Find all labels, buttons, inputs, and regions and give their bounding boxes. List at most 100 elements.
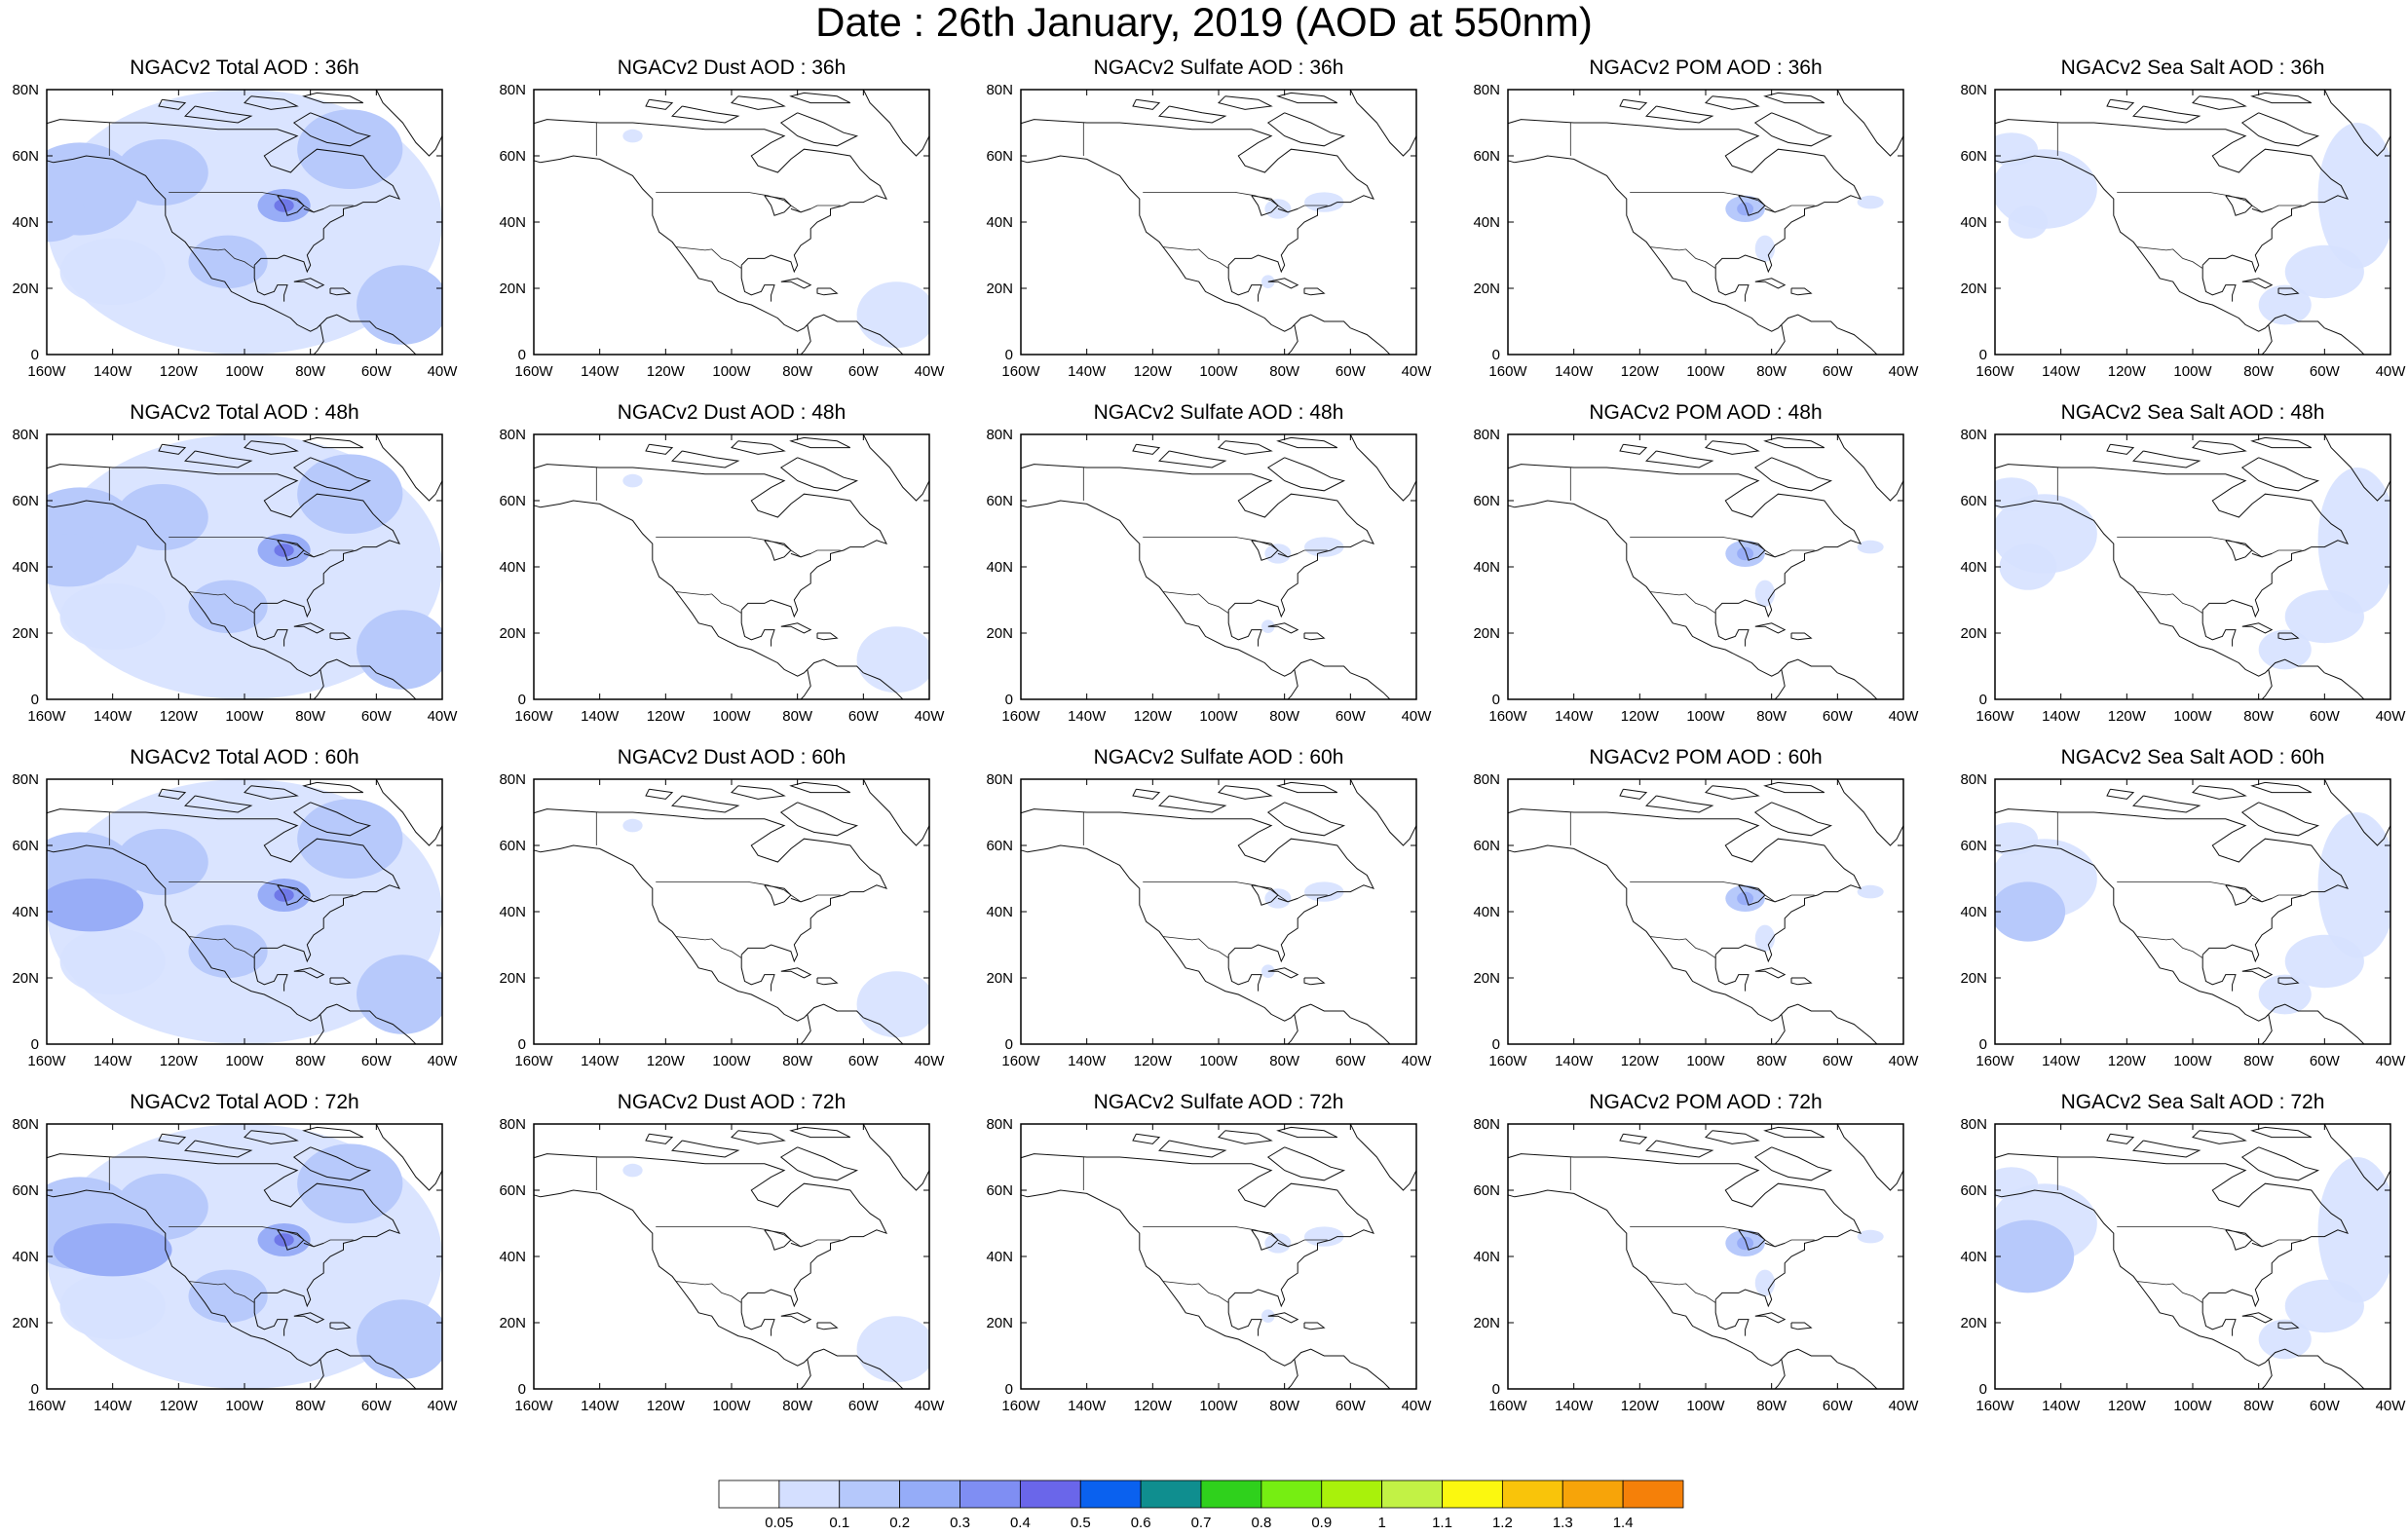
panel-title: NGACv2 Dust AOD : 48h xyxy=(617,401,847,424)
coastline xyxy=(534,155,864,332)
x-tick-label: 100W xyxy=(225,708,264,725)
x-tick-label: 140W xyxy=(1555,1398,1594,1414)
panel-title: NGACv2 POM AOD : 60h xyxy=(1589,746,1823,768)
coastline xyxy=(862,779,929,846)
colorbar-swatch xyxy=(1260,1480,1323,1509)
colorbar-swatch xyxy=(839,1480,901,1509)
colorbar-label: 0.05 xyxy=(765,1515,793,1531)
aod-region xyxy=(622,818,643,833)
colorbar-label: 0.2 xyxy=(889,1515,910,1531)
x-tick-label: 100W xyxy=(2173,1053,2212,1069)
x-tick-label: 40W xyxy=(915,363,946,380)
political-border xyxy=(675,936,742,958)
x-tick-label: 120W xyxy=(1134,363,1173,380)
coastline xyxy=(1021,155,1351,332)
coastline xyxy=(1774,1359,1786,1389)
colorbar-label: 0.9 xyxy=(1311,1515,1332,1531)
panel-title: NGACv2 Total AOD : 48h xyxy=(130,401,359,424)
y-tick-label: 60N xyxy=(12,148,39,165)
x-tick-label: 80W xyxy=(782,363,813,380)
coastline xyxy=(800,1014,811,1044)
y-tick-label: 80N xyxy=(499,427,526,443)
political-border xyxy=(1649,1281,1716,1303)
coastline xyxy=(534,464,887,618)
coastline xyxy=(1287,1359,1298,1389)
x-tick-label: 60W xyxy=(1336,708,1367,725)
coastline xyxy=(764,1229,792,1251)
coastline xyxy=(302,1126,364,1139)
colorbar-swatch xyxy=(778,1480,841,1509)
coastline xyxy=(2241,967,2274,979)
colorbar-label: 0.4 xyxy=(1010,1515,1031,1531)
x-tick-label: 60W xyxy=(361,1053,393,1069)
colorbar-swatch xyxy=(1200,1480,1262,1509)
map-plot: 160W 140W 120W 100W 80W 60W 40W 80N 60N 40N 20N 0 xyxy=(12,82,458,380)
aod-region xyxy=(188,924,268,978)
coastline xyxy=(293,622,325,634)
x-tick-label: 80W xyxy=(1269,1053,1300,1069)
y-tick-label: 40N xyxy=(1960,214,1987,231)
x-tick-label: 80W xyxy=(782,708,813,725)
coastline xyxy=(1754,278,1787,289)
x-tick-label: 40W xyxy=(428,708,459,725)
colorbar-swatch xyxy=(959,1480,1021,1509)
x-tick-label: 80W xyxy=(782,1053,813,1069)
coastline xyxy=(1508,1153,1862,1308)
x-tick-label: 160W xyxy=(1488,1398,1527,1414)
coastline xyxy=(2192,1130,2247,1144)
aod-region xyxy=(856,1316,929,1383)
political-border xyxy=(2136,936,2203,958)
coastline xyxy=(764,540,792,561)
coastline xyxy=(1995,1153,2349,1308)
x-tick-label: 100W xyxy=(1199,1398,1238,1414)
y-tick-label: 0 xyxy=(1005,692,1013,708)
coastline xyxy=(780,967,812,979)
political-border xyxy=(675,591,742,614)
x-tick-label: 120W xyxy=(1621,708,1660,725)
coastline xyxy=(1836,779,1903,846)
political-border xyxy=(2136,591,2203,614)
x-tick-label: 80W xyxy=(295,363,326,380)
x-tick-label: 140W xyxy=(1555,363,1594,380)
coastline xyxy=(1837,1362,1878,1389)
coastline xyxy=(740,265,775,302)
coastline xyxy=(375,90,442,157)
panel-title: NGACv2 Dust AOD : 60h xyxy=(617,746,847,768)
x-tick-label: 80W xyxy=(1756,363,1787,380)
y-tick-label: 20N xyxy=(1473,281,1500,297)
map-plot: 160W 140W 120W 100W 80W 60W 40W 80N 60N 40N 20N 0 xyxy=(1960,771,2406,1069)
x-tick-label: 60W xyxy=(2310,1398,2341,1414)
x-tick-label: 100W xyxy=(1686,708,1725,725)
y-tick-label: 40N xyxy=(499,559,526,576)
colorbar-label: 1.2 xyxy=(1492,1515,1513,1531)
map-panel-dust-72h: NGACv2 Dust AOD : 72h 160W 140W 120W 100W 80W… xyxy=(487,1091,974,1434)
aod-region xyxy=(622,129,643,143)
coastline xyxy=(800,1359,811,1389)
coastline xyxy=(1251,195,1279,216)
coastline xyxy=(816,632,839,641)
y-tick-label: 80N xyxy=(12,427,39,443)
coastline xyxy=(2261,1359,2273,1389)
y-tick-label: 60N xyxy=(499,838,526,854)
coastline xyxy=(2106,1133,2135,1144)
x-tick-label: 100W xyxy=(1199,1053,1238,1069)
coastline xyxy=(534,1153,887,1308)
coastline xyxy=(47,119,400,274)
x-tick-label: 40W xyxy=(1889,1398,1920,1414)
y-tick-label: 20N xyxy=(12,1315,39,1331)
aod-region xyxy=(1754,235,1776,262)
aod-region xyxy=(856,971,929,1038)
map-plot: 160W 140W 120W 100W 80W 60W 40W 80N 60N 40N 20N 0 xyxy=(986,427,1432,725)
y-tick-label: 20N xyxy=(986,281,1013,297)
aod-region xyxy=(1857,1229,1884,1244)
coastline xyxy=(2241,622,2274,634)
x-tick-label: 80W xyxy=(1756,1053,1787,1069)
political-border xyxy=(169,537,354,558)
coastline xyxy=(1753,1146,1833,1181)
aod-region xyxy=(47,189,87,243)
coastline xyxy=(534,119,887,274)
colorbar-swatch xyxy=(718,1480,780,1509)
coastline xyxy=(1508,844,1838,1022)
y-tick-label: 60N xyxy=(986,148,1013,165)
coastline xyxy=(1227,1299,1262,1336)
